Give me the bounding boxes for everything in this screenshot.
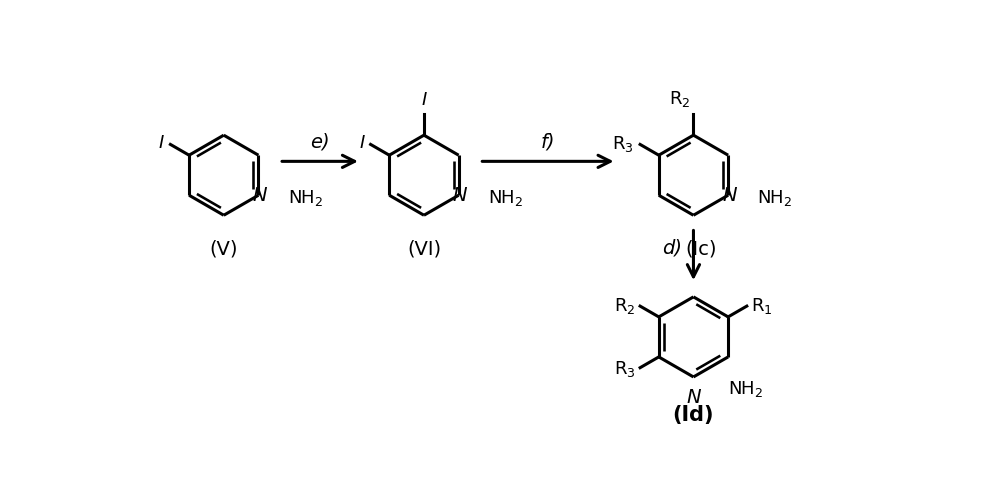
Text: N: N xyxy=(686,388,701,407)
Text: N: N xyxy=(253,186,267,205)
Text: R$_1$: R$_1$ xyxy=(751,296,773,316)
Text: N: N xyxy=(722,186,737,205)
Text: NH$_2$: NH$_2$ xyxy=(728,380,763,399)
Text: R$_3$: R$_3$ xyxy=(614,359,635,379)
Text: (VI): (VI) xyxy=(407,240,441,259)
Text: I: I xyxy=(359,134,364,152)
Text: NH$_2$: NH$_2$ xyxy=(488,188,523,208)
Text: (Ic): (Ic) xyxy=(685,240,717,259)
Text: (Id): (Id) xyxy=(673,405,714,425)
Text: e): e) xyxy=(310,133,330,151)
Text: R$_2$: R$_2$ xyxy=(614,296,635,316)
Text: (V): (V) xyxy=(210,240,238,259)
Text: R$_3$: R$_3$ xyxy=(612,135,634,154)
Text: I: I xyxy=(159,134,164,152)
Text: R$_2$: R$_2$ xyxy=(669,89,690,109)
Text: NH$_2$: NH$_2$ xyxy=(288,188,323,208)
Text: N: N xyxy=(453,186,467,205)
Text: f): f) xyxy=(541,133,555,151)
Text: I: I xyxy=(421,91,427,109)
Text: d): d) xyxy=(662,238,682,257)
Text: NH$_2$: NH$_2$ xyxy=(757,188,793,208)
